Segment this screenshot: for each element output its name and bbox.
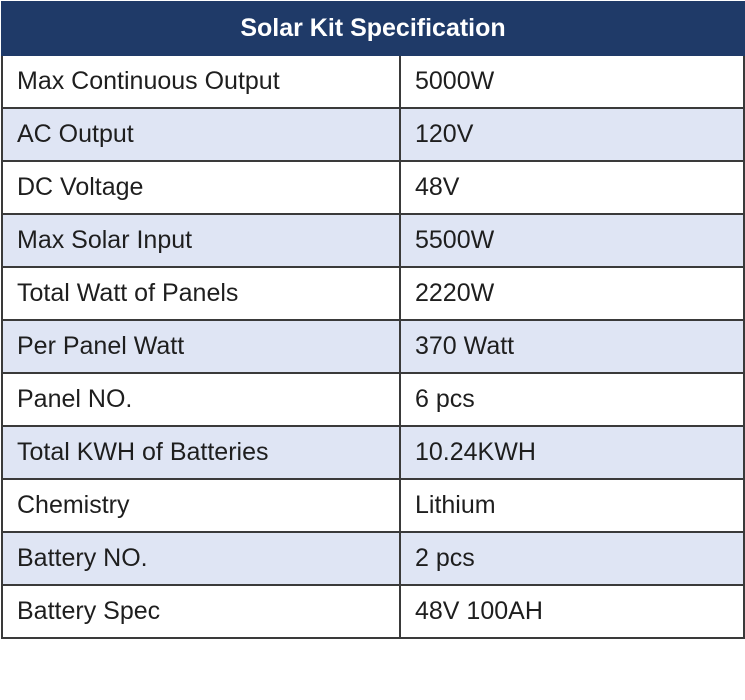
table-row: AC Output 120V: [1, 107, 745, 162]
table-row: DC Voltage 48V: [1, 160, 745, 215]
spec-label: Battery Spec: [1, 584, 401, 639]
spec-value: 5500W: [399, 213, 745, 268]
table-row: Panel NO. 6 pcs: [1, 372, 745, 427]
spec-label: DC Voltage: [1, 160, 401, 215]
table-row: Max Continuous Output 5000W: [1, 54, 745, 109]
spec-value: 6 pcs: [399, 372, 745, 427]
table-row: Chemistry Lithium: [1, 478, 745, 533]
spec-label: Per Panel Watt: [1, 319, 401, 374]
spec-label: Total Watt of Panels: [1, 266, 401, 321]
spec-value: 48V 100AH: [399, 584, 745, 639]
spec-value: 2220W: [399, 266, 745, 321]
table-row: Total KWH of Batteries 10.24KWH: [1, 425, 745, 480]
table-row: Total Watt of Panels 2220W: [1, 266, 745, 321]
spec-value: 370 Watt: [399, 319, 745, 374]
spec-value: 2 pcs: [399, 531, 745, 586]
spec-value: 48V: [399, 160, 745, 215]
table-header-row: Solar Kit Specification: [1, 1, 745, 56]
table-row: Battery NO. 2 pcs: [1, 531, 745, 586]
spec-label: AC Output: [1, 107, 401, 162]
table-row: Battery Spec 48V 100AH: [1, 584, 745, 639]
spec-value: 10.24KWH: [399, 425, 745, 480]
spec-value: Lithium: [399, 478, 745, 533]
spec-value: 5000W: [399, 54, 745, 109]
spec-label: Max Solar Input: [1, 213, 401, 268]
table-row: Max Solar Input 5500W: [1, 213, 745, 268]
spec-table: Solar Kit Specification Max Continuous O…: [1, 1, 745, 639]
spec-value: 120V: [399, 107, 745, 162]
spec-label: Max Continuous Output: [1, 54, 401, 109]
spec-label: Panel NO.: [1, 372, 401, 427]
table-row: Per Panel Watt 370 Watt: [1, 319, 745, 374]
spec-label: Battery NO.: [1, 531, 401, 586]
spec-label: Total KWH of Batteries: [1, 425, 401, 480]
table-title: Solar Kit Specification: [1, 1, 745, 56]
spec-label: Chemistry: [1, 478, 401, 533]
